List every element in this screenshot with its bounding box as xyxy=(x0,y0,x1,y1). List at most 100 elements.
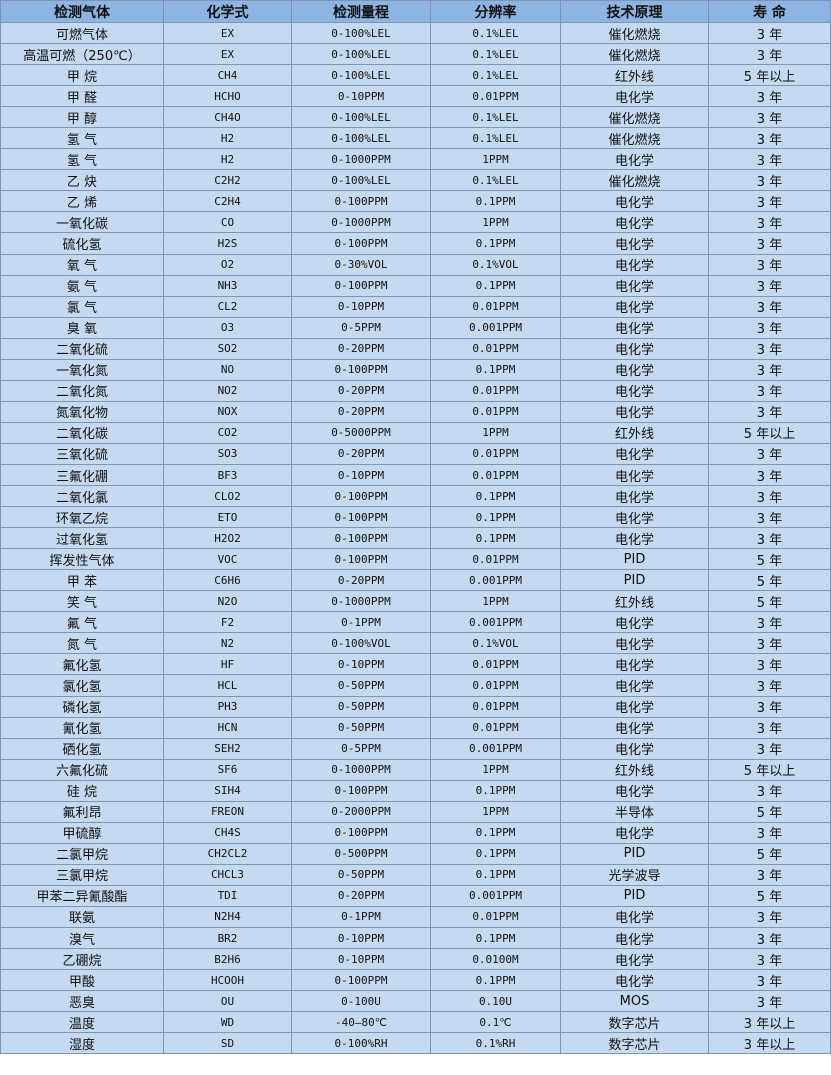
cell-chemical-formula: HCOOH xyxy=(163,969,292,992)
cell-principle: 红外线 xyxy=(560,758,709,781)
cell-range: 0-100%LEL xyxy=(291,64,431,87)
cell-gas-name: 可燃气体 xyxy=(0,21,164,45)
cell-resolution: 0.01PPM xyxy=(430,85,561,108)
cell-principle: 电化学 xyxy=(560,653,709,676)
cell-principle: 光学波导 xyxy=(560,863,709,886)
cell-principle: 红外线 xyxy=(560,421,709,444)
cell-resolution: 1PPM xyxy=(430,148,561,171)
cell-gas-name: 乙 炔 xyxy=(0,169,164,192)
cell-range: 0-20PPM xyxy=(291,379,431,402)
cell-gas-name: 乙硼烷 xyxy=(0,948,164,971)
cell-gas-name: 甲 醇 xyxy=(0,106,164,129)
cell-principle: 催化燃烧 xyxy=(560,127,709,150)
table-row: 可燃气体 EX 0-100%LEL 0.1%LEL 催化燃烧 3 年 xyxy=(0,21,831,45)
cell-lifespan: 5 年 xyxy=(708,800,831,823)
cell-resolution: 0.01PPM xyxy=(430,548,561,571)
cell-resolution: 0.1%RH xyxy=(430,1032,561,1055)
cell-range: 0-100PPM xyxy=(291,779,431,802)
cell-principle: 电化学 xyxy=(560,927,709,950)
cell-lifespan: 3 年 xyxy=(708,106,831,129)
cell-chemical-formula: H2 xyxy=(163,148,292,171)
table-row: 氮 气 N2 0-100%VOL 0.1%VOL 电化学 3 年 xyxy=(0,632,831,655)
cell-lifespan: 3 年 xyxy=(708,337,831,360)
cell-gas-name: 甲酸 xyxy=(0,969,164,992)
cell-range: 0-20PPM xyxy=(291,337,431,360)
table-row: 氰化氢 HCN 0-50PPM 0.01PPM 电化学 3 年 xyxy=(0,716,831,739)
cell-lifespan: 3 年 xyxy=(708,358,831,381)
cell-principle: 电化学 xyxy=(560,905,709,929)
cell-chemical-formula: CO xyxy=(163,211,292,234)
cell-resolution: 0.1PPM xyxy=(430,779,561,802)
cell-range: 0-10PPM xyxy=(291,927,431,950)
table-row: 氯化氢 HCL 0-50PPM 0.01PPM 电化学 3 年 xyxy=(0,674,831,697)
cell-principle: 电化学 xyxy=(560,274,709,297)
cell-range: 0-5PPM xyxy=(291,316,431,339)
table-row: 甲硫醇 CH4S 0-100PPM 0.1PPM 电化学 3 年 xyxy=(0,821,831,844)
cell-resolution: 0.1PPM xyxy=(430,842,561,865)
cell-range: 0-100%LEL xyxy=(291,106,431,129)
cell-gas-name: 硒化氢 xyxy=(0,737,164,760)
cell-gas-name: 氮 气 xyxy=(0,632,164,655)
table-row: 乙硼烷 B2H6 0-10PPM 0.0100M 电化学 3 年 xyxy=(0,948,831,971)
cell-principle: PID xyxy=(560,548,709,571)
cell-gas-name: 磷化氢 xyxy=(0,695,164,718)
cell-resolution: 1PPM xyxy=(430,758,561,781)
cell-gas-name: 二氧化硫 xyxy=(0,337,164,360)
cell-range: 0-20PPM xyxy=(291,442,431,465)
cell-gas-name: 过氧化氢 xyxy=(0,527,164,550)
cell-principle: 电化学 xyxy=(560,316,709,339)
cell-chemical-formula: H2 xyxy=(163,127,292,150)
cell-resolution: 0.1PPM xyxy=(430,485,561,508)
cell-resolution: 0.1%LEL xyxy=(430,127,561,150)
cell-gas-name: 一氧化氮 xyxy=(0,358,164,381)
cell-chemical-formula: NOX xyxy=(163,400,292,423)
table-row: 氯 气 CL2 0-10PPM 0.01PPM 电化学 3 年 xyxy=(0,295,831,318)
cell-range: 0-100%LEL xyxy=(291,21,431,45)
cell-lifespan: 3 年 xyxy=(708,695,831,718)
cell-range: 0-5000PPM xyxy=(291,421,431,444)
cell-principle: 电化学 xyxy=(560,611,709,634)
cell-gas-name: 硫化氢 xyxy=(0,232,164,255)
cell-gas-name: 二氯甲烷 xyxy=(0,842,164,865)
cell-lifespan: 3 年 xyxy=(708,905,831,929)
cell-lifespan: 3 年 xyxy=(708,379,831,402)
cell-principle: 电化学 xyxy=(560,358,709,381)
cell-resolution: 0.1PPM xyxy=(430,232,561,255)
cell-resolution: 1PPM xyxy=(430,800,561,823)
table-header-row: 检测气体 化学式 检测量程 分辨率 技术原理寿 命 xyxy=(0,0,831,23)
table-row: 臭 氧 O3 0-5PPM 0.001PPM 电化学 3 年 xyxy=(0,316,831,339)
cell-range: 0-1000PPM xyxy=(291,758,431,781)
cell-gas-name: 氰化氢 xyxy=(0,716,164,739)
cell-lifespan: 3 年 xyxy=(708,674,831,697)
cell-chemical-formula: SIH4 xyxy=(163,779,292,802)
table-row: 甲 苯 C6H6 0-20PPM 0.001PPM PID 5 年 xyxy=(0,569,831,592)
cell-gas-name: 六氟化硫 xyxy=(0,758,164,781)
cell-lifespan: 3 年 xyxy=(708,506,831,529)
table-row: 二氧化氮 NO2 0-20PPM 0.01PPM 电化学 3 年 xyxy=(0,379,831,402)
cell-range: -40—80℃ xyxy=(291,1011,431,1034)
cell-resolution: 0.001PPM xyxy=(430,737,561,760)
cell-chemical-formula: CH4S xyxy=(163,821,292,844)
cell-lifespan: 5 年以上 xyxy=(708,758,831,781)
table-row: 湿度 SD 0-100%RH 0.1%RH 数字芯片 3 年以上 xyxy=(0,1032,831,1055)
cell-gas-name: 氧 气 xyxy=(0,253,164,276)
cell-chemical-formula: NO xyxy=(163,358,292,381)
cell-range: 0-100%LEL xyxy=(291,169,431,192)
cell-lifespan: 3 年 xyxy=(708,232,831,255)
cell-resolution: 0.01PPM xyxy=(430,442,561,465)
cell-lifespan: 3 年 xyxy=(708,863,831,886)
cell-lifespan: 5 年 xyxy=(708,884,831,907)
cell-principle: 电化学 xyxy=(560,969,709,992)
cell-gas-name: 三氧化硫 xyxy=(0,442,164,465)
cell-resolution: 0.1%LEL xyxy=(430,106,561,129)
cell-gas-name: 二氧化碳 xyxy=(0,421,164,444)
cell-principle: 电化学 xyxy=(560,527,709,550)
cell-chemical-formula: H2S xyxy=(163,232,292,255)
cell-lifespan: 3 年 xyxy=(708,21,831,45)
cell-range: 0-100PPM xyxy=(291,190,431,213)
cell-gas-name: 二氧化氮 xyxy=(0,379,164,402)
cell-resolution: 0.001PPM xyxy=(430,316,561,339)
table-row: 氟 气 F2 0-1PPM 0.001PPM 电化学 3 年 xyxy=(0,611,831,634)
cell-gas-name: 氨 气 xyxy=(0,274,164,297)
